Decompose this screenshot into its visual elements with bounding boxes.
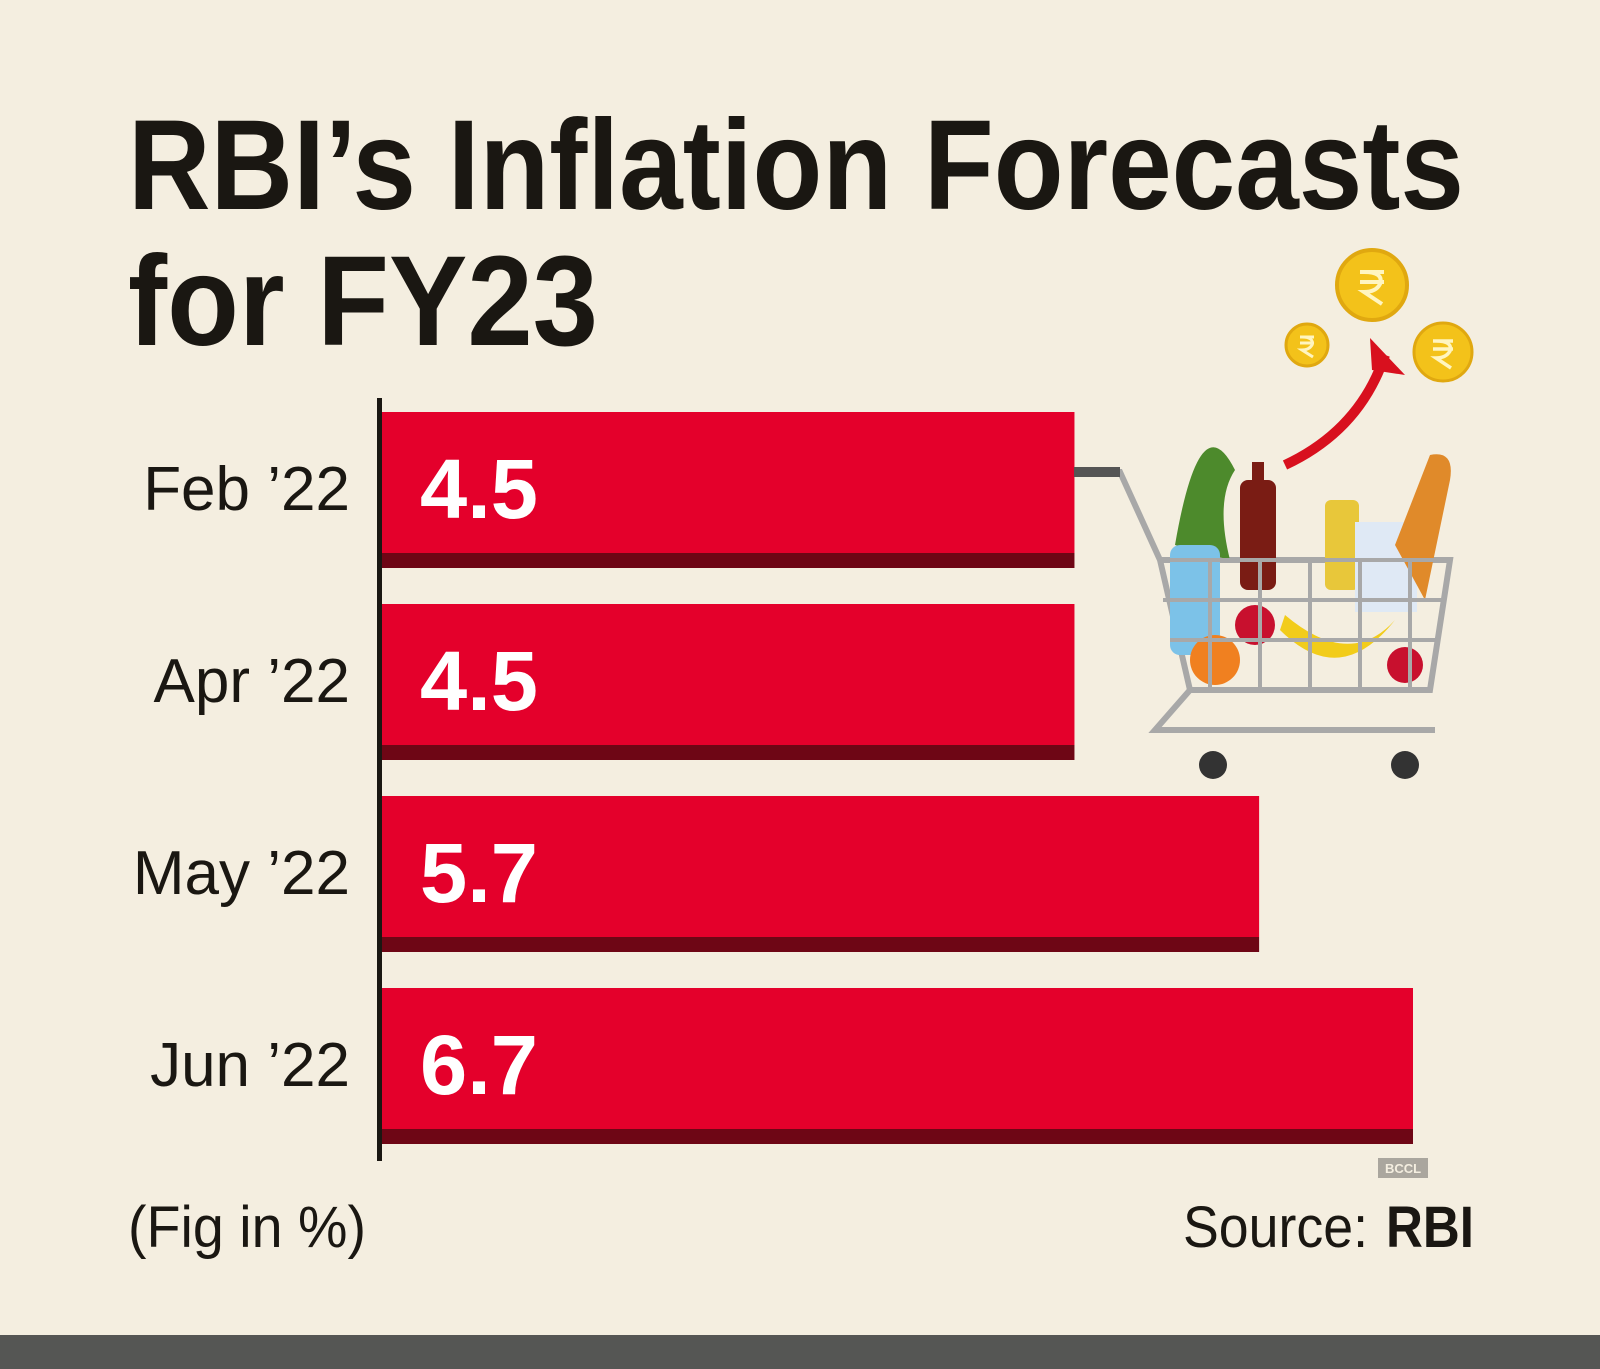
- rising-arrow-icon: [1282, 353, 1390, 470]
- bar: [382, 412, 1075, 553]
- bottle: [1240, 480, 1276, 590]
- chart-title-line-2: for FY23: [128, 230, 598, 373]
- source-name: RBI: [1386, 1195, 1474, 1260]
- unit-note: (Fig in %): [128, 1195, 366, 1260]
- data-label: 5.7: [420, 826, 538, 920]
- data-label: 4.5: [420, 442, 538, 536]
- bottom-band: [0, 1335, 1600, 1369]
- category-label: Apr ’22: [154, 647, 350, 716]
- source-label: Source:: [1183, 1195, 1368, 1260]
- bar-shadow: [382, 937, 1260, 952]
- bar-shadow: [382, 745, 1075, 760]
- y-axis-line: [377, 398, 382, 1161]
- bar-shadow: [382, 553, 1075, 568]
- cart-handle: [1074, 467, 1120, 477]
- greens: [1175, 447, 1235, 560]
- oil-bottle: [1325, 500, 1359, 590]
- cart-wheel: [1199, 751, 1227, 779]
- bar: [382, 988, 1413, 1129]
- cart-base: [1148, 688, 1435, 733]
- chart-title-line-1: RBI’s Inflation Forecasts: [128, 94, 1464, 237]
- bccl-watermark: [1378, 1158, 1428, 1178]
- bars-group: 4.5 Feb ’22 4.5 Apr ’22 5.7 May ’22 6.7 Jun ’22: [133, 412, 1413, 1144]
- bar: [382, 604, 1075, 745]
- data-label: 4.5: [420, 634, 538, 728]
- rupee-coin-icon: [1412, 321, 1474, 383]
- rupee-coin-icon: [1284, 322, 1330, 368]
- rupee-coin-icon: [1335, 248, 1409, 322]
- cart-wheel: [1391, 751, 1419, 779]
- category-label: May ’22: [133, 839, 350, 908]
- data-label: 6.7: [420, 1018, 538, 1112]
- category-label: Jun ’22: [150, 1031, 350, 1100]
- bar-shadow: [382, 1129, 1413, 1144]
- category-label: Feb ’22: [143, 455, 350, 524]
- watermark-text: BCCL: [1385, 1161, 1421, 1176]
- shopping-cart-illustration: [1074, 248, 1474, 779]
- bar: [382, 796, 1260, 937]
